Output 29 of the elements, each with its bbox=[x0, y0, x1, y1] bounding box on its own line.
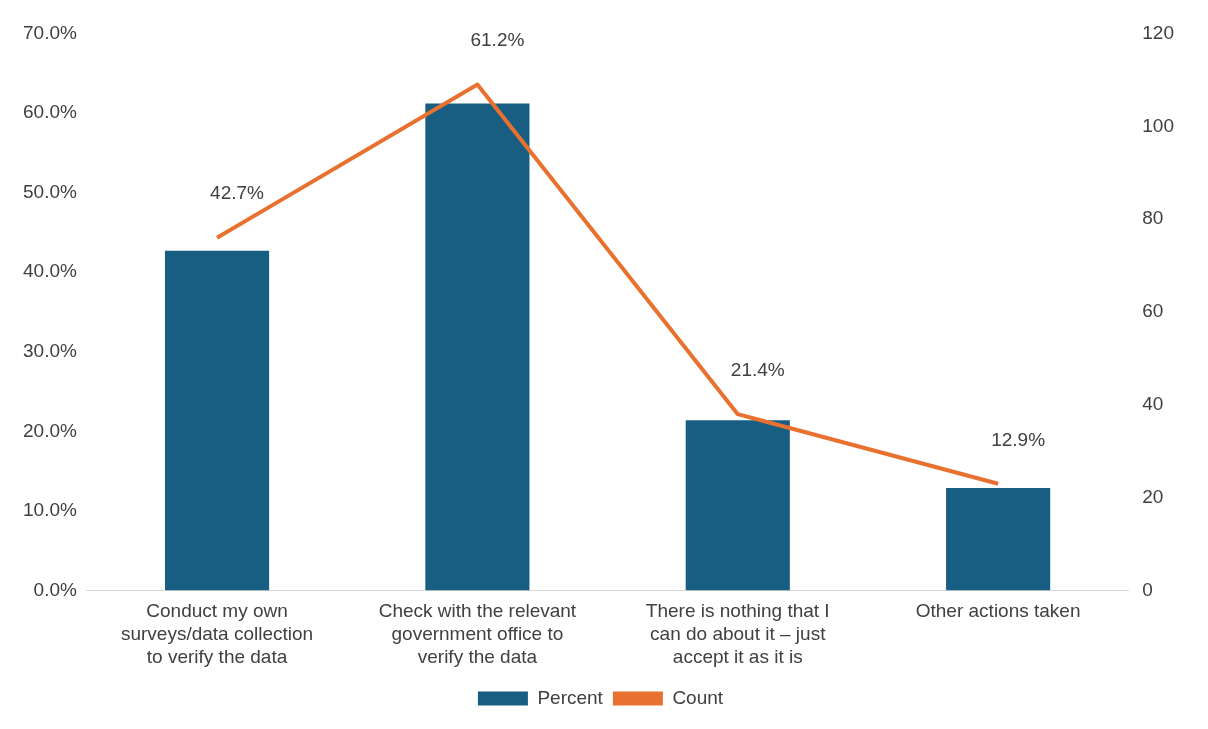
y-tick-label: 0.0% bbox=[33, 578, 77, 600]
bar bbox=[164, 250, 270, 591]
y2-tick-label: 100 bbox=[1142, 114, 1174, 136]
y-tick-label: 50.0% bbox=[23, 180, 77, 202]
data-label: 12.9% bbox=[991, 428, 1046, 450]
y2-tick-label: 120 bbox=[1142, 21, 1174, 43]
y-tick-label: 30.0% bbox=[23, 340, 77, 362]
y2-tick-label: 40 bbox=[1142, 393, 1164, 415]
bar bbox=[425, 103, 530, 591]
legend-label: Percent bbox=[537, 686, 604, 708]
bar bbox=[946, 487, 1051, 591]
y2-tick-label: 0 bbox=[1142, 578, 1153, 600]
y2-tick-label: 80 bbox=[1142, 207, 1164, 229]
y2-tick-label: 20 bbox=[1142, 485, 1164, 507]
y2-tick-label: 60 bbox=[1142, 300, 1164, 322]
y-tick-label: 10.0% bbox=[23, 499, 77, 521]
y-tick-label: 40.0% bbox=[23, 260, 77, 282]
y-tick-label: 60.0% bbox=[23, 101, 77, 123]
data-label: 61.2% bbox=[470, 29, 525, 51]
bar bbox=[685, 420, 790, 591]
y-tick-label: 70.0% bbox=[23, 21, 77, 43]
legend-label: Count bbox=[672, 686, 724, 708]
x-tick-label: Other actions taken bbox=[915, 600, 1081, 622]
x-tick-label: Check with the relevant government office to verify the data bbox=[378, 600, 577, 667]
x-tick-label: Conduct my own surveys/data collection to verify the data bbox=[120, 600, 314, 667]
x-tick-label: There is nothing that I can do about it – just accept it as it is bbox=[645, 600, 830, 667]
data-label: 42.7% bbox=[210, 182, 265, 204]
data-label: 21.4% bbox=[730, 358, 785, 380]
y-tick-label: 20.0% bbox=[23, 419, 77, 441]
